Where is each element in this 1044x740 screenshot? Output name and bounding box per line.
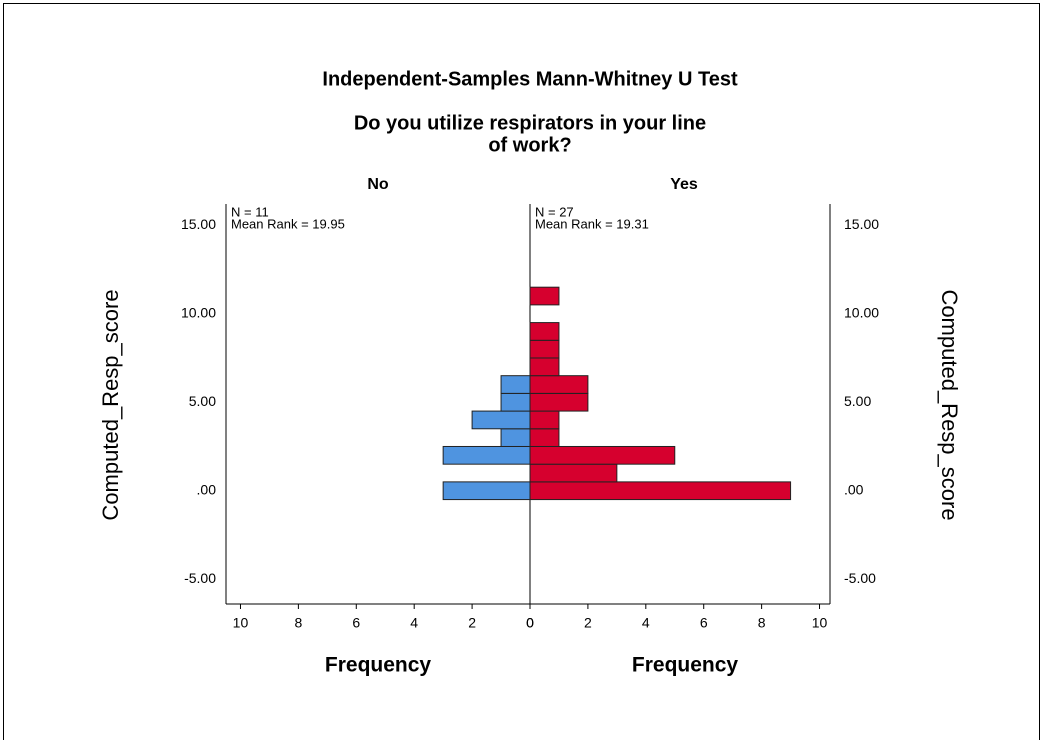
x-tick-label: 4 [410,615,418,631]
bar [442,481,531,501]
annotation: N = 11 [231,204,269,219]
chart-subtitle: of work? [488,134,571,156]
x-tick-label: 10 [812,615,828,631]
y-tick-label: 15.00 [844,216,879,232]
x-tick-label: 8 [758,615,766,631]
x-tick-label: 2 [584,615,592,631]
x-tick-label: 10 [233,615,249,631]
x-tick-label: 2 [468,615,476,631]
bar [529,428,560,447]
x-tick-label: 6 [700,615,708,631]
bar [500,375,531,394]
bar [529,375,589,394]
y-tick-label: 10.00 [181,304,216,320]
bar [529,392,589,412]
chart-subtitle: Do you utilize respirators in your line [354,112,706,134]
y-tick-label: .00 [197,481,217,497]
y-tick-label: -5.00 [844,570,876,586]
group-label: Yes [670,176,698,193]
x-tick-label: 8 [294,615,302,631]
frame [3,3,1040,740]
y-tick-label: 10.00 [844,304,879,320]
x-axis-label: Frequency [325,654,432,677]
bar [529,286,560,306]
x-tick-label: 0 [526,615,534,631]
x-tick-label: 6 [352,615,360,631]
bar [529,339,560,359]
annotation: N = 27 [535,204,574,219]
bar [442,445,531,465]
y-tick-label: .00 [844,481,864,497]
bar [529,445,676,465]
y-axis-label: Computed_Resp_score [937,289,962,520]
y-tick-label: 5.00 [189,393,216,409]
bar [471,410,531,430]
y-tick-label: 15.00 [181,216,216,232]
group-label: No [367,176,389,193]
bar [529,410,560,430]
y-tick-label: 5.00 [844,393,871,409]
bar [529,463,618,483]
y-axis-label: Computed_Resp_score [98,289,123,520]
bar [529,357,560,377]
bar [529,481,792,501]
annotation: Mean Rank = 19.95 [231,216,345,231]
bar [500,428,531,447]
annotation: Mean Rank = 19.31 [535,216,649,231]
y-tick-label: -5.00 [184,570,216,586]
x-tick-label: 4 [642,615,650,631]
x-tick-label: 0 [526,615,534,631]
chart-title: Independent-Samples Mann-Whitney U Test [322,68,738,90]
bar [529,322,560,341]
x-axis-label: Frequency [632,654,739,677]
bar [500,392,531,412]
